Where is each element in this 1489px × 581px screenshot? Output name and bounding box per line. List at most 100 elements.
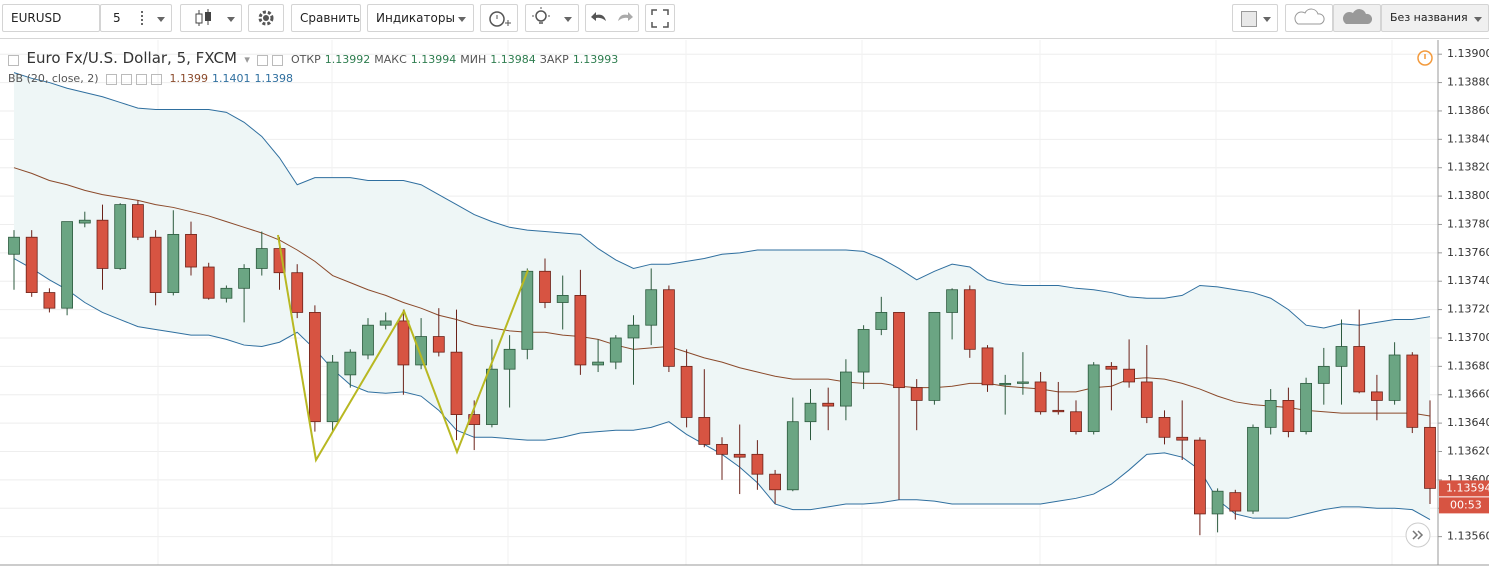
candle-body <box>1229 492 1242 512</box>
candle-body <box>485 368 498 425</box>
candle-body <box>875 312 888 330</box>
undo-redo[interactable] <box>585 4 639 32</box>
layout-select[interactable] <box>1232 4 1278 32</box>
candle-body <box>1105 365 1118 370</box>
cloud-icon <box>1294 8 1325 25</box>
gear-icon <box>258 10 274 26</box>
candle-body <box>25 236 38 293</box>
compare: Сравнить <box>300 11 361 25</box>
candle-body <box>663 289 675 367</box>
candle-body <box>1123 368 1135 383</box>
ohlc-label: МАКС <box>374 53 407 66</box>
load-button[interactable] <box>1285 4 1333 32</box>
candle-body <box>96 219 109 269</box>
candle-body <box>1317 365 1330 384</box>
candle-body <box>432 336 445 353</box>
y-tick-label: 1.13880 <box>1447 76 1489 89</box>
candle-body <box>61 221 73 309</box>
ohlc-value: 1.13992 <box>324 53 371 66</box>
undo-icon <box>591 12 633 21</box>
toolbar: EURUSD 5 Сравнить Индикаторы Без названи… <box>0 0 1489 39</box>
settings[interactable] <box>248 4 284 32</box>
candle-body <box>78 219 91 224</box>
candle-body <box>131 204 144 238</box>
eye-icon[interactable] <box>106 73 117 85</box>
y-tick-label: 1.13800 <box>1447 189 1489 202</box>
add-icon[interactable] <box>136 73 147 85</box>
candle-body <box>627 324 640 339</box>
candle-body <box>238 268 251 289</box>
candle-body <box>1070 411 1082 433</box>
candle-body <box>963 289 976 350</box>
candle-body <box>1371 391 1383 401</box>
alert-button[interactable] <box>480 4 518 32</box>
y-tick-label: 1.13740 <box>1447 274 1489 287</box>
remove-icon[interactable] <box>151 73 162 85</box>
candle-icon <box>195 9 211 26</box>
candle-body <box>149 236 162 293</box>
candle-body <box>592 361 604 366</box>
y-tick-label: 1.13620 <box>1447 444 1489 457</box>
settings-icon[interactable] <box>272 54 284 66</box>
more-icon <box>141 11 145 25</box>
compare-button[interactable]: Сравнить <box>291 4 361 32</box>
band-middle <box>13 167 1431 417</box>
fullscreen-icon <box>651 9 669 28</box>
candle-body <box>946 289 958 313</box>
ohlc: ОТКР 1.13992 МАКС 1.13994 МИН 1.13984 ЗАКР 1.13… <box>291 53 622 66</box>
candle-body <box>415 336 428 366</box>
candle-body <box>114 204 127 269</box>
alarm-icon <box>489 11 511 27</box>
save-button[interactable] <box>1333 4 1381 32</box>
candle-body <box>1052 409 1065 413</box>
bulb-icon <box>532 7 550 24</box>
symbol-input[interactable]: EURUSD <box>2 4 100 32</box>
band-upper <box>13 72 1431 329</box>
candle-body <box>999 382 1012 386</box>
candle-body <box>1388 354 1401 401</box>
y-tick-label: 1.13700 <box>1447 331 1489 344</box>
layout-title: Без названия <box>1390 11 1468 24</box>
candle-body <box>1406 354 1419 428</box>
caret <box>227 17 235 22</box>
candle-body <box>1424 426 1436 489</box>
caret <box>564 17 572 22</box>
y-tick-label: 1.13840 <box>1447 132 1489 145</box>
candle-body <box>202 266 215 299</box>
interval-select[interactable]: 5 <box>100 4 172 32</box>
chart-style[interactable] <box>180 4 242 32</box>
square-icon <box>1241 11 1257 27</box>
indicators-button[interactable]: Индикаторы <box>367 4 474 32</box>
candle-body <box>43 292 56 309</box>
candle-body <box>185 233 197 268</box>
candle-body <box>698 417 711 445</box>
warning-icon <box>1417 50 1433 66</box>
ohlc-value: 1.13993 <box>572 53 619 66</box>
y-tick-label: 1.13860 <box>1447 104 1489 117</box>
y-tick-label: 1.13640 <box>1447 416 1489 429</box>
indicators: Индикаторы <box>376 11 455 25</box>
y-tick-label: 1.13680 <box>1447 359 1489 372</box>
indicator-name: BB (20, close, 2) <box>8 72 99 85</box>
candle-body <box>1300 382 1312 433</box>
last-price-box <box>1439 480 1489 497</box>
candle-body <box>220 287 233 299</box>
symbol: EURUSD <box>11 11 62 25</box>
fullscreen[interactable] <box>645 4 675 32</box>
pattern-drawing <box>277 234 529 463</box>
layout-name[interactable]: Без названия <box>1381 4 1489 32</box>
indicator-value: 1.1399 <box>169 72 209 85</box>
ideas-button[interactable] <box>525 4 579 32</box>
y-tick-label: 1.13560 <box>1447 530 1489 543</box>
settings-icon[interactable] <box>121 73 132 85</box>
collapse-box[interactable] <box>8 54 19 66</box>
candle-body <box>574 295 587 366</box>
legend-title: Euro Fx/U.S. Dollar, 5, FXCM <box>26 49 237 67</box>
interval: 5 <box>113 11 121 25</box>
ohlc-label: ЗАКР <box>539 53 569 66</box>
eye-icon[interactable] <box>257 54 269 66</box>
indicator-value: 1.1401 <box>212 72 251 85</box>
candle-body <box>308 312 321 423</box>
candle-body <box>1034 381 1047 413</box>
